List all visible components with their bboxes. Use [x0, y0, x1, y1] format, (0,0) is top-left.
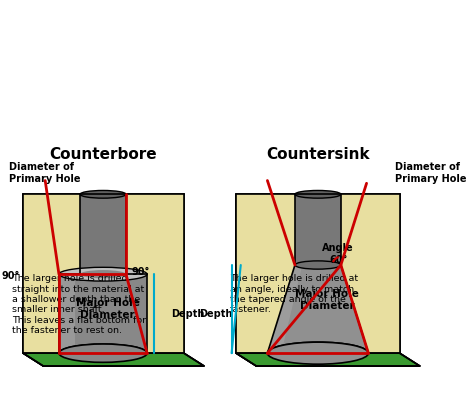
Polygon shape: [59, 274, 147, 353]
Polygon shape: [236, 353, 420, 366]
Text: Countersink: Countersink: [266, 147, 370, 162]
Ellipse shape: [59, 344, 147, 362]
Ellipse shape: [295, 191, 341, 198]
Text: Major Hole
Diameter: Major Hole Diameter: [295, 289, 359, 311]
Text: Depth: Depth: [171, 308, 204, 319]
Ellipse shape: [80, 270, 126, 278]
Text: Counterbore: Counterbore: [49, 147, 157, 162]
Polygon shape: [59, 194, 80, 274]
Polygon shape: [23, 353, 204, 366]
Polygon shape: [23, 353, 204, 366]
Polygon shape: [267, 265, 368, 353]
Polygon shape: [267, 265, 302, 353]
Text: The larger hole is drilled
straight into the material at
a shallower depth than : The larger hole is drilled straight into…: [12, 274, 146, 335]
Polygon shape: [236, 353, 420, 366]
Text: 90°: 90°: [1, 271, 19, 281]
Text: 90°: 90°: [131, 268, 150, 278]
Polygon shape: [236, 194, 256, 366]
Polygon shape: [341, 265, 400, 353]
Polygon shape: [236, 265, 295, 353]
Polygon shape: [341, 194, 400, 265]
Polygon shape: [23, 194, 59, 353]
Text: Angle
60°: Angle 60°: [322, 243, 354, 265]
Ellipse shape: [80, 191, 126, 198]
Ellipse shape: [59, 344, 147, 362]
Polygon shape: [147, 194, 184, 353]
Polygon shape: [236, 194, 400, 353]
Ellipse shape: [267, 342, 368, 364]
Text: Depth: Depth: [199, 308, 233, 319]
Polygon shape: [236, 194, 295, 265]
Polygon shape: [80, 194, 126, 274]
Polygon shape: [295, 194, 341, 265]
Ellipse shape: [267, 342, 368, 364]
Polygon shape: [59, 274, 75, 353]
Text: The larger hole is drilled at
an angle, ideally to match
the tapered angle of th: The larger hole is drilled at an angle, …: [230, 274, 358, 314]
Polygon shape: [126, 194, 147, 274]
Ellipse shape: [295, 261, 341, 269]
Text: Diameter of
Primary Hole: Diameter of Primary Hole: [395, 162, 466, 184]
Text: Diameter of
Primary Hole: Diameter of Primary Hole: [9, 162, 81, 184]
Ellipse shape: [59, 267, 147, 281]
Text: Major Hole
Diameter: Major Hole Diameter: [76, 298, 139, 320]
Polygon shape: [23, 194, 184, 353]
Polygon shape: [23, 194, 43, 366]
